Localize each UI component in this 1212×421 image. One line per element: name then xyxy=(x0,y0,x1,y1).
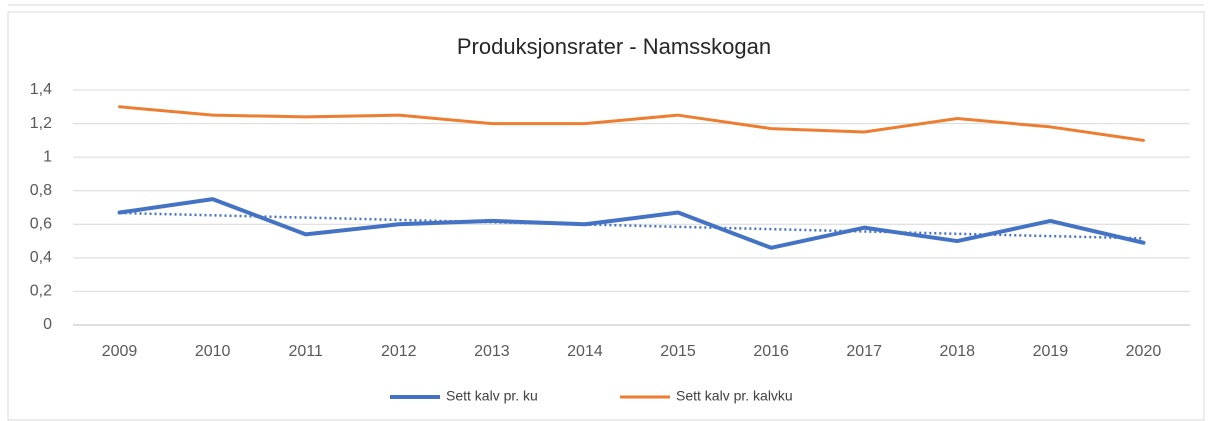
y-tick-label: 0,6 xyxy=(30,216,52,233)
x-tick-label: 2013 xyxy=(474,343,510,360)
x-tick-label: 2019 xyxy=(1033,343,1069,360)
x-tick-label: 2009 xyxy=(102,343,138,360)
y-tick-label: 1,2 xyxy=(30,115,52,132)
x-tick-label: 2018 xyxy=(939,343,975,360)
legend-label: Sett kalv pr. kalvku xyxy=(676,388,793,404)
x-tick-label: 2017 xyxy=(846,343,882,360)
legend-label: Sett kalv pr. ku xyxy=(446,388,538,404)
x-tick-label: 2014 xyxy=(567,343,603,360)
y-tick-label: 0,8 xyxy=(30,182,52,199)
y-tick-label: 1,4 xyxy=(30,81,52,98)
trendline xyxy=(119,211,1144,240)
x-tick-label: 2011 xyxy=(289,343,324,360)
x-tick-label: 2015 xyxy=(660,343,696,360)
series-line xyxy=(117,197,1146,250)
y-tick-label: 0 xyxy=(43,316,52,333)
y-tick-label: 0,4 xyxy=(30,249,52,266)
x-tick-label: 2020 xyxy=(1126,343,1162,360)
x-tick-label: 2010 xyxy=(195,343,231,360)
x-tick-label: 2016 xyxy=(753,343,789,360)
chart-title: Produksjonsrater - Namsskogan xyxy=(457,34,771,59)
series-line xyxy=(118,105,1145,142)
y-tick-label: 1 xyxy=(43,148,52,165)
x-tick-label: 2012 xyxy=(381,343,417,360)
chart-frame xyxy=(7,11,1205,421)
y-tick-label: 0,2 xyxy=(30,283,52,300)
